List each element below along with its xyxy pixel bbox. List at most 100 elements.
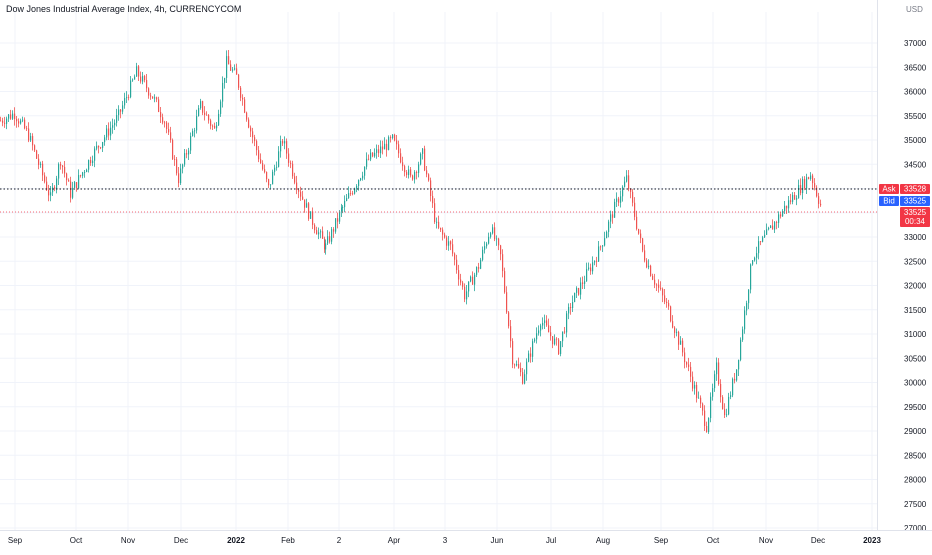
candle-body (638, 228, 640, 234)
ask-price-tag: 33528 (900, 184, 930, 194)
candle-body (678, 331, 680, 345)
candle-body (522, 372, 524, 384)
candle-body (670, 306, 672, 322)
candle-body (62, 165, 64, 167)
candle-body (702, 403, 704, 411)
candle-body (186, 153, 188, 155)
candle-body (390, 137, 392, 139)
candle-body (341, 207, 343, 212)
candle-body (388, 137, 390, 150)
candle-body (376, 149, 378, 153)
candle-body (68, 180, 70, 182)
candle-body (322, 231, 324, 239)
candle-body (440, 227, 442, 230)
candle-body (222, 82, 224, 102)
candle-body (458, 270, 460, 280)
candle-body (710, 396, 712, 419)
candle-body (122, 105, 124, 112)
candle-body (356, 185, 358, 189)
candle-body (354, 188, 356, 194)
candle-body (428, 174, 430, 181)
candle-body (380, 146, 382, 154)
candle-body (142, 76, 144, 82)
price-tick-label: 36000 (904, 88, 927, 97)
candle-body (676, 331, 678, 333)
candle-body (684, 352, 686, 363)
candle-body (706, 426, 708, 432)
candle-body (260, 159, 262, 164)
candle-body (742, 329, 744, 340)
candle-body (327, 236, 329, 244)
candle-body (368, 158, 370, 160)
candle-body (208, 115, 210, 121)
candle-body (406, 172, 408, 175)
candle-body (558, 339, 560, 354)
candle-body (416, 172, 418, 173)
candle-body (716, 362, 718, 375)
candle-body (318, 232, 320, 235)
candle-body (626, 175, 628, 182)
candle-body (768, 227, 770, 230)
candle-body (180, 168, 182, 184)
candle-body (758, 241, 760, 254)
candle-body (680, 340, 682, 345)
time-tick-label: Dec (174, 536, 188, 545)
price-tick-label: 27000 (904, 524, 927, 533)
candle-body (258, 150, 260, 160)
candle-body (586, 269, 588, 282)
candle-body (538, 330, 540, 334)
candle-body (466, 291, 468, 300)
candle-body (540, 325, 542, 331)
candle-body (196, 116, 198, 131)
candle-body (22, 119, 24, 121)
candle-body (528, 353, 530, 362)
candle-body (342, 207, 344, 208)
candle-body (548, 325, 550, 333)
time-tick-label: 2023 (863, 536, 881, 545)
bid-label-tag: Bid (879, 196, 899, 206)
ask-label-tag-bg (879, 184, 899, 194)
candle-body (100, 147, 102, 149)
ask-label-tag: Ask (879, 184, 899, 194)
candle-body (698, 397, 700, 399)
candle-body (160, 111, 162, 118)
candle-body (182, 164, 184, 169)
candle-body (116, 115, 118, 123)
candle-body (262, 163, 264, 170)
candle-body (756, 253, 758, 258)
candle-body (554, 338, 556, 345)
price-tick-label: 33000 (904, 233, 927, 242)
candle-body (240, 87, 242, 98)
candle-body (508, 312, 510, 327)
time-tick-label: Aug (596, 536, 610, 545)
candle-body (352, 193, 354, 195)
candle-body (312, 211, 314, 225)
candle-body (792, 194, 794, 202)
candle-body (598, 246, 600, 262)
candle-body (392, 134, 394, 139)
candle-body (168, 129, 170, 133)
candle-body (232, 69, 234, 71)
candle-body (608, 221, 610, 232)
candle-body (214, 125, 216, 129)
candle-body (498, 238, 500, 246)
candle-body (618, 198, 620, 203)
bid-price-tag-bg (900, 196, 930, 206)
candle-body (118, 109, 120, 116)
candle-body (238, 74, 240, 88)
candle-body (502, 254, 504, 272)
candle-body (532, 341, 534, 357)
candle-body (484, 246, 486, 250)
candle-body (510, 326, 512, 342)
candle-body (60, 164, 62, 166)
candle-body (18, 121, 20, 124)
candle-body (90, 160, 92, 164)
candle-body (460, 279, 462, 283)
candle-body (220, 101, 222, 114)
candle-body (178, 173, 180, 184)
candle-body (14, 113, 16, 119)
candle-body (748, 289, 750, 304)
candle-body (778, 214, 780, 223)
